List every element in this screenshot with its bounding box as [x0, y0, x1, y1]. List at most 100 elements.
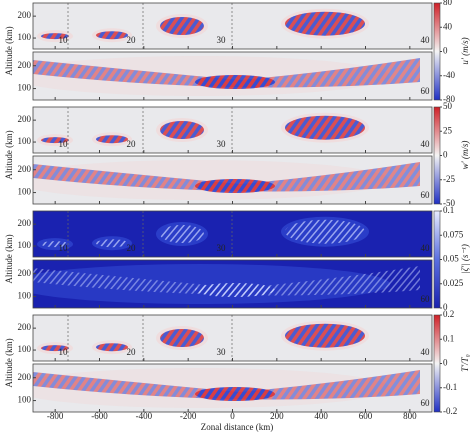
wave-field: [33, 160, 420, 200]
colorbar-tick-label: 0.05: [443, 254, 459, 264]
colorbar-tick-label: 40: [443, 21, 453, 31]
wave-packet: [160, 329, 204, 347]
colorbar: [433, 106, 441, 205]
colorbar-tick-label: -0.1: [443, 382, 457, 392]
heatmap-background: [33, 3, 432, 49]
y-tick-label: 100: [18, 32, 32, 42]
y-tick-label: 200: [18, 218, 32, 228]
wave-packet: [41, 345, 69, 352]
y-axis-label: Altitude (km): [4, 234, 14, 283]
colorbar-tick-label: 0: [443, 302, 448, 312]
wave-core: [195, 387, 275, 401]
wave-field: [37, 112, 369, 147]
wave-band: [33, 266, 420, 296]
time-label: 30: [217, 35, 227, 45]
y-tick-label: 100: [18, 344, 32, 354]
colorbar-tick-label: -50: [443, 198, 455, 208]
heatmap-background: [33, 315, 432, 361]
wave-field: [33, 264, 420, 304]
colorbar-tick-label: 0.1: [443, 205, 454, 215]
time-label: 40: [421, 243, 431, 253]
time-label: 10: [59, 35, 69, 45]
x-tick-label: 600: [359, 411, 373, 421]
x-tick-label: -200: [180, 411, 197, 421]
wave-field: [37, 8, 369, 43]
wave-field: [33, 56, 420, 96]
wave-field: [37, 320, 369, 355]
time-label: 20: [127, 347, 137, 357]
time-label: 20: [127, 139, 137, 149]
colorbar: [433, 314, 441, 413]
wave-field: [33, 368, 420, 408]
colorbar-tick-label: 80: [443, 0, 453, 7]
wave-packet: [285, 11, 365, 36]
y-tick-label: 100: [18, 395, 32, 405]
wave-packet: [41, 241, 69, 248]
time-label: 40: [421, 139, 431, 149]
colorbar: [433, 2, 441, 101]
x-tick-label: 0: [230, 411, 235, 421]
y-axis-label: Altitude (km): [4, 338, 14, 387]
y-tick-label: 200: [18, 60, 32, 70]
wave-packet: [285, 219, 365, 244]
wave-packet: [96, 239, 128, 248]
time-label: 20: [127, 35, 137, 45]
y-axis-label: Altitude (km): [4, 26, 14, 75]
colorbar-label: w′ (m/s): [460, 141, 470, 170]
time-label: 20: [127, 243, 137, 253]
y-tick-label: 100: [18, 187, 32, 197]
wave-band: [33, 370, 420, 400]
wave-packet: [96, 343, 128, 352]
colorbar-tick-label: 0.1: [443, 333, 454, 343]
wave-packet: [160, 17, 204, 35]
wave-packet: [160, 225, 204, 243]
y-tick-label: 200: [18, 10, 32, 20]
colorbar-tick-label: -25: [443, 174, 455, 184]
time-label: 60: [421, 294, 431, 304]
time-label: 10: [59, 243, 69, 253]
wave-packet: [96, 31, 128, 40]
time-label: 30: [217, 243, 227, 253]
time-label: 10: [59, 347, 69, 357]
y-tick-label: 200: [18, 372, 32, 382]
colorbar-tick-label: 0.2: [443, 309, 454, 319]
x-tick-label: -600: [91, 411, 108, 421]
wave-packet: [285, 323, 365, 348]
colorbar-tick-label: 50: [443, 101, 453, 111]
x-tick-label: 200: [270, 411, 284, 421]
colorbar-tick-label: 0.075: [443, 229, 464, 239]
wave-packet: [285, 115, 365, 140]
wave-packet: [41, 33, 69, 40]
x-tick-label: 800: [403, 411, 417, 421]
time-label: 30: [217, 347, 227, 357]
time-label: 60: [421, 190, 431, 200]
colorbar-tick-label: 25: [443, 125, 453, 135]
y-tick-label: 100: [18, 136, 32, 146]
x-tick-label: -800: [47, 411, 64, 421]
wave-packet: [96, 135, 128, 144]
colorbar-tick-label: 0.025: [443, 278, 464, 288]
colorbar-tick-label: 0: [443, 46, 448, 56]
time-label: 60: [421, 86, 431, 96]
colorbar: [433, 210, 441, 309]
wave-core: [195, 75, 275, 89]
y-tick-label: 100: [18, 291, 32, 301]
wave-field: [37, 216, 369, 251]
colorbar-tick-label: -80: [443, 94, 455, 104]
colorbar-tick-label: 0: [443, 358, 448, 368]
x-tick-label: -400: [136, 411, 153, 421]
colorbar-tick-label: -40: [443, 70, 455, 80]
time-label: 10: [59, 139, 69, 149]
y-tick-label: 200: [18, 164, 32, 174]
colorbar-label: |ζ′| (s⁻¹): [460, 244, 470, 274]
wave-band: [33, 58, 420, 88]
heatmap-background: [33, 107, 432, 153]
wave-packet: [160, 121, 204, 139]
colorbar-tick-label: -0.2: [443, 406, 457, 416]
wave-core: [195, 283, 275, 297]
colorbar-tick-label: 0: [443, 150, 448, 160]
y-tick-label: 200: [18, 268, 32, 278]
time-label: 60: [421, 398, 431, 408]
time-label: 40: [421, 35, 431, 45]
